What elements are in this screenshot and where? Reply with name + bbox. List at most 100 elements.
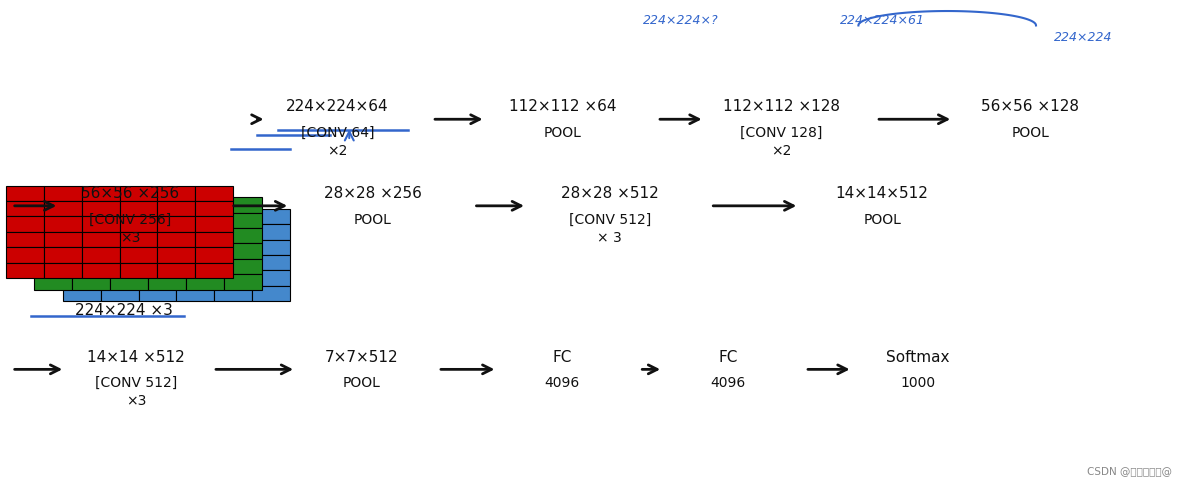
Bar bbox=[195, 217, 233, 232]
Bar bbox=[72, 198, 110, 213]
Bar bbox=[252, 255, 290, 271]
Bar bbox=[120, 217, 157, 232]
Text: Softmax: Softmax bbox=[886, 349, 950, 364]
Text: POOL: POOL bbox=[354, 212, 392, 226]
Bar bbox=[148, 228, 186, 244]
Bar bbox=[252, 271, 290, 286]
Bar bbox=[214, 271, 252, 286]
Bar bbox=[82, 232, 120, 248]
Bar bbox=[110, 228, 148, 244]
Text: 7×7×512: 7×7×512 bbox=[324, 349, 398, 364]
Bar bbox=[224, 213, 262, 228]
Bar bbox=[6, 217, 44, 232]
Bar bbox=[34, 213, 72, 228]
Bar bbox=[72, 244, 110, 259]
Bar bbox=[110, 275, 148, 290]
Bar bbox=[148, 213, 186, 228]
Bar bbox=[186, 259, 224, 275]
Bar bbox=[101, 271, 139, 286]
Text: 112×112 ×64: 112×112 ×64 bbox=[509, 99, 616, 114]
Bar bbox=[186, 198, 224, 213]
Bar bbox=[214, 286, 252, 301]
Bar bbox=[82, 217, 120, 232]
Bar bbox=[139, 271, 176, 286]
Text: 224×224: 224×224 bbox=[1054, 31, 1113, 44]
Bar bbox=[110, 244, 148, 259]
Bar bbox=[195, 248, 233, 263]
Bar bbox=[252, 209, 290, 225]
Bar bbox=[195, 263, 233, 278]
Bar bbox=[186, 244, 224, 259]
Bar bbox=[186, 213, 224, 228]
Bar bbox=[224, 259, 262, 275]
Bar bbox=[195, 186, 233, 202]
Bar bbox=[44, 186, 82, 202]
Bar bbox=[195, 202, 233, 217]
Bar bbox=[148, 198, 186, 213]
Text: 224×224 ×3: 224×224 ×3 bbox=[76, 302, 173, 317]
Text: CSDN @疯子的梦想@: CSDN @疯子的梦想@ bbox=[1087, 465, 1172, 475]
Bar bbox=[157, 186, 195, 202]
Bar bbox=[214, 255, 252, 271]
Bar bbox=[44, 232, 82, 248]
Bar bbox=[34, 244, 72, 259]
Bar bbox=[120, 232, 157, 248]
Text: FC: FC bbox=[719, 349, 738, 364]
Bar bbox=[34, 228, 72, 244]
Bar bbox=[101, 240, 139, 255]
Bar bbox=[176, 271, 214, 286]
Text: [CONV 512]: [CONV 512] bbox=[568, 212, 651, 226]
Bar bbox=[82, 186, 120, 202]
Bar bbox=[34, 198, 72, 213]
Bar bbox=[157, 202, 195, 217]
Bar bbox=[110, 213, 148, 228]
Bar bbox=[44, 263, 82, 278]
Bar bbox=[148, 244, 186, 259]
Text: POOL: POOL bbox=[863, 212, 901, 226]
Bar bbox=[63, 255, 101, 271]
Text: 112×112 ×128: 112×112 ×128 bbox=[723, 99, 839, 114]
Text: ×3: ×3 bbox=[120, 230, 141, 244]
Bar bbox=[252, 225, 290, 240]
Bar bbox=[224, 198, 262, 213]
Bar bbox=[63, 209, 101, 225]
Bar bbox=[252, 240, 290, 255]
Bar bbox=[110, 259, 148, 275]
Bar bbox=[195, 232, 233, 248]
Text: POOL: POOL bbox=[1011, 126, 1049, 140]
Bar bbox=[120, 263, 157, 278]
Bar bbox=[186, 228, 224, 244]
Bar bbox=[34, 275, 72, 290]
Bar bbox=[176, 255, 214, 271]
Bar bbox=[72, 259, 110, 275]
Bar bbox=[176, 286, 214, 301]
Text: 224×224×64: 224×224×64 bbox=[287, 99, 388, 114]
Bar bbox=[176, 225, 214, 240]
Bar bbox=[214, 209, 252, 225]
Text: ×2: ×2 bbox=[771, 144, 792, 158]
Text: [CONV 512]: [CONV 512] bbox=[95, 375, 178, 389]
Bar bbox=[252, 286, 290, 301]
Bar bbox=[6, 186, 44, 202]
Text: 4096: 4096 bbox=[710, 375, 746, 389]
Bar bbox=[6, 248, 44, 263]
Bar bbox=[6, 202, 44, 217]
Bar bbox=[6, 232, 44, 248]
Text: 56×56 ×128: 56×56 ×128 bbox=[982, 99, 1079, 114]
Text: 14×14 ×512: 14×14 ×512 bbox=[88, 349, 185, 364]
Bar bbox=[6, 263, 44, 278]
Bar bbox=[224, 275, 262, 290]
Bar bbox=[224, 228, 262, 244]
Text: [CONV 128]: [CONV 128] bbox=[740, 126, 823, 140]
Bar bbox=[63, 225, 101, 240]
Text: 224×224×61: 224×224×61 bbox=[839, 14, 925, 27]
Bar bbox=[101, 255, 139, 271]
Bar bbox=[214, 240, 252, 255]
Text: 1000: 1000 bbox=[900, 375, 935, 389]
Bar bbox=[139, 255, 176, 271]
Bar bbox=[44, 202, 82, 217]
Bar bbox=[157, 232, 195, 248]
Bar bbox=[101, 286, 139, 301]
Bar bbox=[44, 217, 82, 232]
Bar bbox=[139, 225, 176, 240]
